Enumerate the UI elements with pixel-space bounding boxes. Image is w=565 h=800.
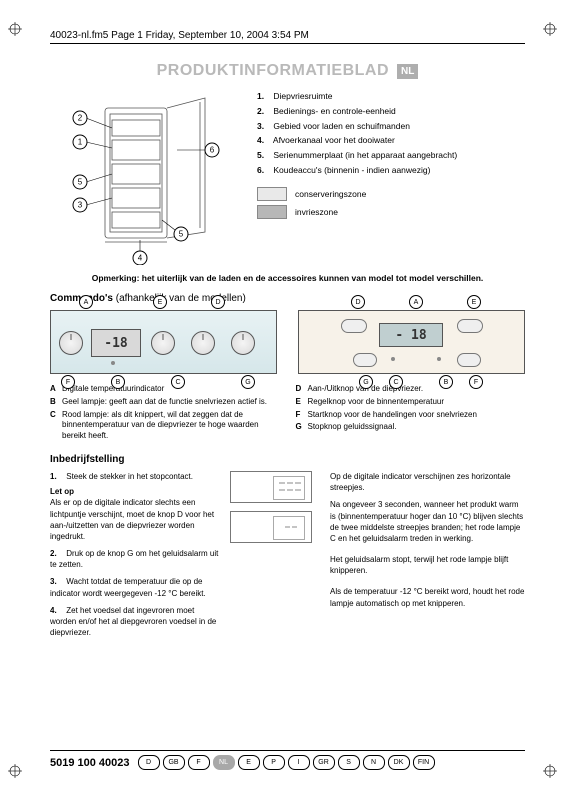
inbedrijf-heading: Inbedrijfstelling <box>50 454 525 465</box>
language-badge: NL <box>397 64 418 79</box>
defs-right: DAan-/Uitknop van de diepvriezer. ERegel… <box>296 384 526 444</box>
pa-A: A <box>79 295 93 309</box>
pb-D: D <box>351 295 365 309</box>
lang-pill-nl: NL <box>213 755 235 770</box>
step-3: Wacht totdat de temperatuur die op de in… <box>50 577 206 597</box>
zone-label-conserve: conserveringszone <box>295 189 366 199</box>
pa-knob-mid <box>191 331 215 355</box>
crop-mark-tr <box>543 22 557 36</box>
part-6: Koudeaccu's (binnenin - indien aanwezig) <box>273 165 430 175</box>
zone-legend: conserveringszone invrieszone <box>257 187 525 219</box>
language-pills: DGBFNLEPIGRSNDKFIN <box>138 755 435 770</box>
part-3: Gebied voor laden en schuifmanden <box>273 121 410 131</box>
letop-body: Als er op de digitale indicator slechts … <box>50 497 220 542</box>
svg-text:5: 5 <box>78 178 83 187</box>
lang-pill-gb: GB <box>163 755 185 770</box>
pa-display: -18 <box>91 329 141 357</box>
def-C: Rood lampje: als dit knippert, wil dat z… <box>62 410 280 442</box>
control-panel-b: D A E G C B F - 18 <box>298 310 525 374</box>
lang-pill-d: D <box>138 755 160 770</box>
pb-led-b <box>437 357 441 361</box>
pb-btn-f <box>457 353 481 367</box>
steps-column: 1. Steek de stekker in het stopcontact. … <box>50 471 220 644</box>
pb-C: C <box>389 375 403 389</box>
svg-text:4: 4 <box>138 254 143 263</box>
pb-btn-e <box>457 319 483 333</box>
part-4: Afvoerkanaal voor het dooiwater <box>273 135 395 145</box>
crop-mark-br <box>543 764 557 778</box>
pa-E: E <box>153 295 167 309</box>
step-1: Steek de stekker in het stopcontact. <box>66 472 193 481</box>
zone-swatch-invries <box>257 205 287 219</box>
svg-text:3: 3 <box>78 201 83 210</box>
pb-A: A <box>409 295 423 309</box>
lang-pill-n: N <box>363 755 385 770</box>
svg-text:1: 1 <box>78 138 83 147</box>
step-2: Druk op de knop G om het geluidsalarm ui… <box>50 549 218 569</box>
footer: 5019 100 40023 DGBFNLEPIGRSNDKFIN <box>50 750 525 770</box>
svg-text:5: 5 <box>179 230 184 239</box>
lang-pill-fin: FIN <box>413 755 435 770</box>
def-F: Startknop voor de handelingen voor snelv… <box>308 410 477 421</box>
para-4: Als de temperatuur -12 °C bereikt word, … <box>330 586 525 608</box>
zone-swatch-conserve <box>257 187 287 201</box>
pa-C: C <box>171 375 185 389</box>
pa-knob-e <box>151 331 175 355</box>
parts-list: 1. Diepvriesruimte 2. Bedienings- en con… <box>257 90 525 265</box>
pa-knob-left <box>59 331 83 355</box>
pb-B: B <box>439 375 453 389</box>
mini-diagram-2 <box>230 511 312 543</box>
lang-pill-f: F <box>188 755 210 770</box>
control-panel-a: A E D F B C G -18 <box>50 310 277 374</box>
pa-D: D <box>211 295 225 309</box>
part-number: 5019 100 40023 <box>50 757 130 769</box>
lang-pill-e: E <box>238 755 260 770</box>
svg-text:6: 6 <box>210 146 215 155</box>
pa-B: B <box>111 375 125 389</box>
crop-mark-bl <box>8 764 22 778</box>
mini-diagram-1 <box>230 471 312 503</box>
crop-mark-tl <box>8 22 22 36</box>
freezer-diagram: 2 1 5 3 6 5 4 <box>50 90 245 265</box>
page-title-row: PRODUKTINFORMATIEBLAD NL <box>50 62 525 80</box>
step-4: Zet het voedsel dat ingevroren moet word… <box>50 606 216 637</box>
pb-E: E <box>467 295 481 309</box>
def-E: Regelknop voor de binnentemperatuur <box>308 397 445 408</box>
model-note: Opmerking: het uiterlijk van de laden en… <box>50 273 525 283</box>
file-header: 40023-nl.fm5 Page 1 Friday, September 10… <box>50 30 525 44</box>
pa-led <box>111 361 115 365</box>
pb-btn-d <box>341 319 367 333</box>
lang-pill-gr: GR <box>313 755 335 770</box>
pa-G: G <box>241 375 255 389</box>
letop-head: Let op <box>50 486 220 497</box>
zone-label-invries: invrieszone <box>295 207 338 217</box>
lang-pill-i: I <box>288 755 310 770</box>
defs-left: ADigitale temperatuurindicator BGeel lam… <box>50 384 280 444</box>
para-2: Na ongeveer 3 seconden, wanneer het prod… <box>330 499 525 544</box>
part-1: Diepvriesruimte <box>273 91 332 101</box>
def-B: Geel lampje: geeft aan dat de functie sn… <box>62 397 267 408</box>
pb-G: G <box>359 375 373 389</box>
mini-diagrams <box>230 471 320 644</box>
part-5: Serienummerplaat (in het apparaat aangeb… <box>273 150 457 160</box>
part-2: Bedienings- en controle-eenheid <box>273 106 395 116</box>
right-paragraphs: Op de digitale indicator verschijnen zes… <box>330 471 525 644</box>
para-3: Het geluidsalarm stopt, terwijl het rode… <box>330 554 525 576</box>
pb-led-c <box>391 357 395 361</box>
pa-F: F <box>61 375 75 389</box>
page-title: PRODUKTINFORMATIEBLAD <box>157 62 389 80</box>
lang-pill-dk: DK <box>388 755 410 770</box>
pb-display: - 18 <box>379 323 443 347</box>
pb-btn-g <box>353 353 377 367</box>
para-1: Op de digitale indicator verschijnen zes… <box>330 471 525 493</box>
svg-text:2: 2 <box>78 114 83 123</box>
pb-F: F <box>469 375 483 389</box>
lang-pill-s: S <box>338 755 360 770</box>
lang-pill-p: P <box>263 755 285 770</box>
pa-knob-right <box>231 331 255 355</box>
commandos-heading: Commando's (afhankelijk van de modellen) <box>50 293 525 304</box>
def-G: Stopknop geluidssignaal. <box>308 422 397 433</box>
